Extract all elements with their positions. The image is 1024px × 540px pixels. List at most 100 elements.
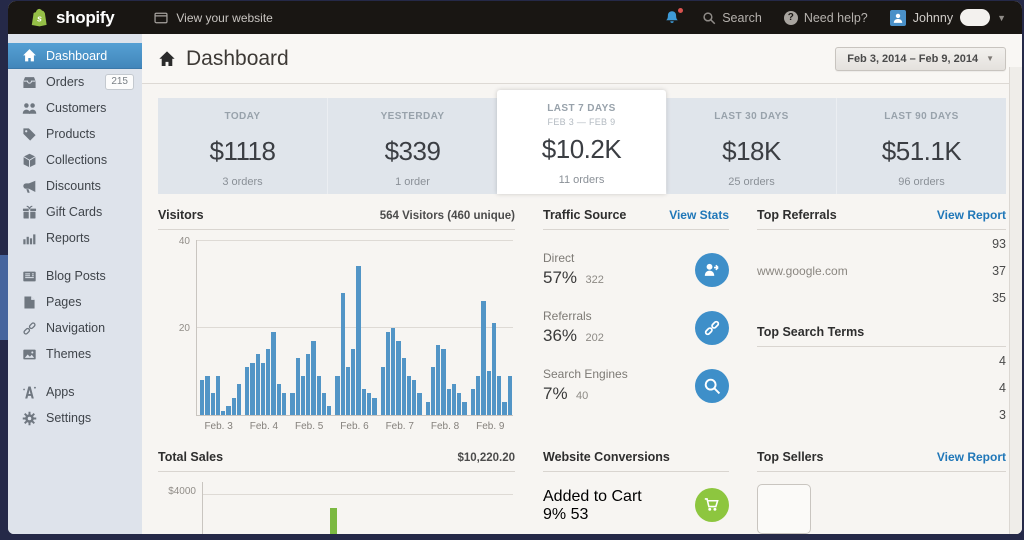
top-referrals-title: Top Referrals bbox=[757, 208, 837, 222]
visitors-plot bbox=[196, 240, 513, 416]
link-icon bbox=[22, 321, 37, 336]
stat-orders: 25 orders bbox=[728, 176, 775, 188]
tab-yesterday[interactable]: YESTERDAY $339 1 order bbox=[327, 98, 497, 194]
visitor-bar bbox=[385, 331, 391, 415]
y-tick-4000: $4000 bbox=[168, 486, 196, 497]
sidebar-item-label: Navigation bbox=[46, 321, 106, 335]
sidebar-item-apps[interactable]: Apps bbox=[8, 379, 142, 405]
view-report-link[interactable]: View Report bbox=[936, 450, 1006, 464]
visitor-bar bbox=[486, 371, 491, 415]
stat-value: $1118 bbox=[209, 136, 276, 166]
visitors-chart: 40 20 Feb. 3 Feb. 4 Feb. 5 bbox=[158, 236, 515, 432]
sidebar-item-discounts[interactable]: Discounts bbox=[8, 173, 142, 199]
sidebar-item-orders[interactable]: Orders 215 bbox=[8, 69, 142, 95]
sidebar-item-pages[interactable]: Pages bbox=[8, 289, 142, 315]
search-term-count: 4 bbox=[999, 353, 1006, 368]
sidebar-item-label: Settings bbox=[46, 411, 92, 425]
visitor-bar bbox=[401, 358, 406, 415]
sidebar-item-label: Reports bbox=[46, 231, 90, 245]
visitor-bar bbox=[441, 349, 446, 415]
topbar: s shopify View your website Search ? Nee… bbox=[8, 1, 1022, 34]
sections-row-2: Total Sales $10,220.20 $4000 bbox=[158, 450, 1006, 534]
view-website-button[interactable]: View your website bbox=[154, 11, 273, 25]
conversion-row-added-to-cart: Added to Cart 9% 53 bbox=[543, 488, 729, 524]
top-sellers-section: Top Sellers View Report bbox=[757, 450, 1006, 534]
visitor-bar bbox=[266, 349, 271, 415]
traffic-count: 40 bbox=[576, 390, 589, 402]
search-term-row: 4 bbox=[757, 347, 1006, 374]
page-title: Dashboard bbox=[186, 46, 289, 70]
sidebar-item-customers[interactable]: Customers bbox=[8, 95, 142, 121]
total-sales-plot bbox=[202, 482, 513, 534]
visitor-bar bbox=[231, 397, 236, 415]
conversion-label: Added to Cart bbox=[543, 488, 642, 505]
sidebar-item-collections[interactable]: Collections bbox=[8, 147, 142, 173]
visitor-bar bbox=[300, 375, 306, 415]
need-help-button[interactable]: ? Need help? bbox=[783, 10, 868, 25]
traffic-percent: 57% bbox=[543, 268, 578, 287]
sidebar-item-blog-posts[interactable]: Blog Posts bbox=[8, 263, 142, 289]
sidebar-item-themes[interactable]: Themes bbox=[8, 341, 142, 367]
search-icon bbox=[702, 11, 716, 25]
notifications-bell-icon[interactable] bbox=[664, 7, 684, 26]
link-icon bbox=[703, 319, 721, 337]
sidebar-item-navigation[interactable]: Navigation bbox=[8, 315, 142, 341]
image-icon bbox=[22, 347, 37, 362]
visitor-bar bbox=[430, 366, 436, 415]
visitor-bar bbox=[255, 353, 260, 415]
traffic-source-title: Traffic Source bbox=[543, 208, 627, 222]
tab-today[interactable]: TODAY $1118 3 orders bbox=[158, 98, 327, 194]
search-term-row: 4 bbox=[757, 374, 1006, 401]
scrollbar[interactable] bbox=[1009, 67, 1022, 534]
view-report-link[interactable]: View Report bbox=[936, 208, 1006, 222]
user-menu[interactable]: Johnny ▼ bbox=[889, 9, 1006, 26]
visitor-bar bbox=[311, 340, 316, 415]
traffic-percent: 7% bbox=[543, 384, 568, 403]
search-button[interactable]: Search bbox=[702, 11, 762, 25]
direct-traffic-badge bbox=[695, 252, 729, 287]
shopify-logo[interactable]: s shopify bbox=[30, 8, 115, 28]
sidebar-item-dashboard[interactable]: Dashboard bbox=[8, 43, 142, 69]
visitors-xlabels: Feb. 3 Feb. 4 Feb. 5 Feb. 6 Feb. 7 Feb. … bbox=[196, 421, 513, 432]
tab-last-30-days[interactable]: LAST 30 DAYS $18K 25 orders bbox=[666, 98, 836, 194]
x-label: Feb. 7 bbox=[385, 421, 414, 432]
referrals-badge bbox=[695, 310, 729, 345]
apps-icon bbox=[22, 385, 37, 400]
sidebar-item-products[interactable]: Products bbox=[8, 121, 142, 147]
sidebar-item-reports[interactable]: Reports bbox=[8, 225, 142, 251]
sidebar-divider bbox=[8, 251, 142, 263]
visitor-bar bbox=[295, 358, 300, 415]
traffic-row-search-engines: Search Engines 7% 40 bbox=[543, 367, 729, 404]
sidebar-item-gift-cards[interactable]: Gift Cards bbox=[8, 199, 142, 225]
stat-period: YESTERDAY bbox=[380, 111, 445, 122]
orders-count-badge: 215 bbox=[105, 74, 134, 90]
gift-icon bbox=[22, 205, 37, 220]
app-window: s shopify View your website Search ? Nee… bbox=[8, 1, 1022, 534]
username-label: Johnny bbox=[912, 10, 954, 25]
date-range-button[interactable]: Feb 3, 2014 – Feb 9, 2014 ▼ bbox=[835, 46, 1006, 71]
visitor-bar bbox=[417, 393, 422, 415]
gridline-40 bbox=[197, 240, 513, 241]
visitor-bar bbox=[507, 375, 512, 415]
chevron-down-icon: ▼ bbox=[986, 54, 994, 63]
need-help-label: Need help? bbox=[803, 10, 868, 25]
visitor-bar bbox=[340, 292, 345, 415]
visitor-bar bbox=[321, 393, 327, 415]
view-stats-link[interactable]: View Stats bbox=[669, 208, 729, 222]
tab-last-7-days[interactable]: LAST 7 DAYS FEB 3 — FEB 9 $10.2K 11 orde… bbox=[497, 90, 666, 194]
visitor-bar bbox=[345, 366, 351, 415]
sidebar-item-label: Apps bbox=[46, 385, 75, 399]
visitor-bar bbox=[290, 393, 295, 415]
visitor-bar bbox=[457, 393, 462, 415]
visitor-bar bbox=[215, 375, 221, 415]
gridline-20 bbox=[197, 327, 513, 328]
visitor-bar bbox=[446, 388, 451, 415]
tab-last-90-days[interactable]: LAST 90 DAYS $51.1K 96 orders bbox=[836, 98, 1006, 194]
x-label: Feb. 8 bbox=[430, 421, 460, 432]
sidebar-item-settings[interactable]: Settings bbox=[8, 405, 142, 431]
dashboard-panel: TODAY $1118 3 orders YESTERDAY $339 1 or… bbox=[142, 84, 1022, 534]
sidebar-item-label: Customers bbox=[46, 101, 107, 115]
visitor-bar bbox=[502, 401, 507, 415]
top-seller-product-thumbnail[interactable] bbox=[757, 484, 811, 534]
search-term-row: 3 bbox=[757, 401, 1006, 428]
